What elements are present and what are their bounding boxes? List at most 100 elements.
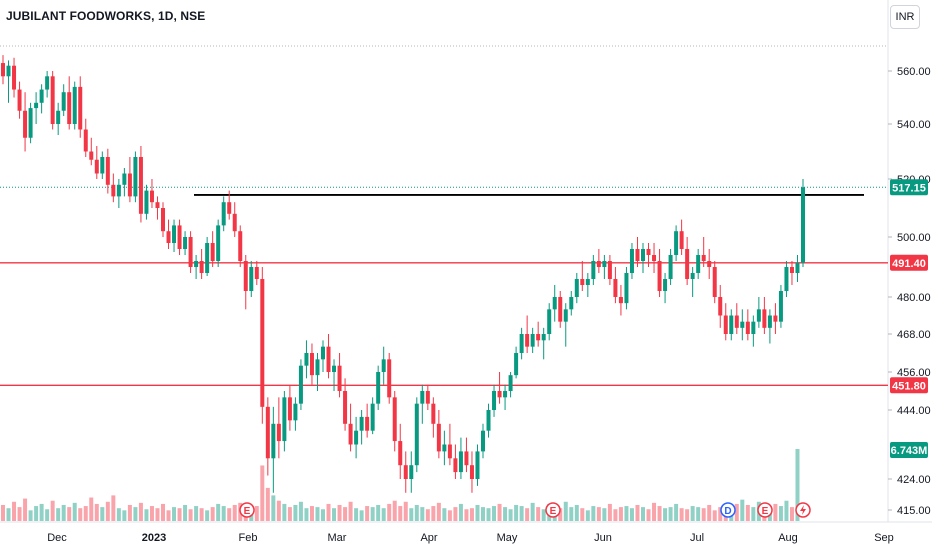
volume-bar bbox=[453, 507, 458, 521]
volume-bar bbox=[332, 508, 337, 521]
candle-body bbox=[409, 465, 414, 479]
volume-bar bbox=[293, 504, 298, 521]
candle-body bbox=[265, 406, 270, 459]
volume-bar bbox=[696, 507, 701, 521]
candle-body bbox=[238, 231, 243, 261]
candle-body bbox=[83, 129, 88, 152]
candle-body bbox=[298, 365, 303, 404]
volume-bar bbox=[205, 510, 210, 521]
volume-bar bbox=[254, 506, 259, 521]
volume-bar bbox=[144, 509, 149, 521]
volume-bar bbox=[105, 501, 110, 521]
volume-bar bbox=[569, 507, 574, 521]
volume-bar bbox=[497, 503, 502, 521]
candle-body bbox=[6, 65, 11, 77]
volume-bar bbox=[155, 508, 160, 521]
currency-button[interactable]: INR bbox=[890, 5, 920, 29]
candle-body bbox=[232, 213, 237, 232]
volume-bar bbox=[436, 502, 441, 521]
candle-body bbox=[778, 291, 783, 322]
volume-bar bbox=[194, 506, 199, 521]
volume-bar bbox=[492, 506, 497, 521]
volume-bar bbox=[392, 500, 397, 521]
candle-body bbox=[254, 267, 259, 279]
candle-body bbox=[729, 315, 734, 334]
candle-body bbox=[558, 297, 563, 322]
volume-bar bbox=[260, 465, 265, 521]
candle-body bbox=[161, 208, 165, 232]
x-tick-label: 2023 bbox=[142, 532, 166, 544]
candle-body bbox=[641, 249, 645, 261]
volume-bar bbox=[72, 502, 77, 521]
candle-body bbox=[767, 315, 772, 328]
volume-bar bbox=[221, 506, 226, 521]
candle-body bbox=[227, 202, 232, 214]
event-marker-d-icon bbox=[720, 502, 736, 518]
volume-bar bbox=[674, 503, 679, 521]
candle-body bbox=[492, 391, 497, 410]
candle-body bbox=[94, 159, 99, 174]
volume-bar bbox=[354, 508, 359, 521]
volume-bar bbox=[282, 503, 287, 521]
volume-bar bbox=[50, 500, 55, 521]
event-marker-e-icon bbox=[757, 502, 773, 518]
candle-body bbox=[707, 261, 712, 267]
candle-body bbox=[28, 108, 33, 138]
volume-bar bbox=[519, 506, 524, 521]
volume-bar bbox=[183, 504, 188, 521]
volume-bar bbox=[343, 507, 348, 521]
candle-body bbox=[293, 403, 298, 421]
volume-bar bbox=[712, 510, 717, 521]
volume-bar bbox=[34, 506, 39, 521]
volume-bar bbox=[398, 506, 403, 521]
candle-body bbox=[497, 391, 502, 398]
volume-bar bbox=[177, 508, 182, 521]
volume-bar bbox=[276, 500, 281, 521]
y-tick-label: 500.00 bbox=[897, 232, 931, 244]
volume-bar bbox=[78, 508, 83, 521]
candle-body bbox=[481, 430, 485, 452]
candle-body bbox=[607, 261, 612, 279]
volume-bar bbox=[409, 508, 414, 521]
candle-body bbox=[541, 334, 546, 341]
candle-body bbox=[304, 353, 309, 366]
volume-bar bbox=[309, 506, 314, 521]
candle-body bbox=[734, 315, 739, 328]
candle-body bbox=[773, 315, 778, 322]
volume-bar bbox=[138, 502, 143, 521]
candle-body bbox=[580, 279, 585, 285]
candle-body bbox=[525, 334, 530, 347]
candle-body bbox=[663, 279, 668, 291]
volume-bar bbox=[425, 509, 430, 521]
candle-body bbox=[519, 334, 524, 353]
volume-bar bbox=[657, 506, 662, 521]
price-label-bg bbox=[890, 377, 928, 394]
event-marker-label: E bbox=[550, 506, 557, 517]
volume-bar bbox=[61, 504, 66, 521]
candle-body bbox=[365, 416, 370, 431]
volume-bar bbox=[94, 503, 99, 521]
volume-bar bbox=[469, 508, 474, 521]
volume-bar bbox=[541, 509, 546, 521]
volume-bar bbox=[486, 508, 491, 521]
volume-bar bbox=[707, 504, 712, 521]
candle-body bbox=[801, 187, 805, 263]
candle-body bbox=[188, 237, 193, 267]
candle-body bbox=[50, 76, 55, 124]
bolt-icon bbox=[800, 505, 806, 515]
candle-body bbox=[425, 391, 430, 404]
volume-bar bbox=[6, 508, 11, 521]
event-marker-label: E bbox=[762, 506, 769, 517]
candle-body bbox=[712, 267, 717, 297]
volume-bar bbox=[370, 507, 375, 521]
candle-body bbox=[210, 243, 215, 261]
volume-bar bbox=[337, 504, 342, 521]
candle-body bbox=[685, 249, 690, 279]
candle-body bbox=[420, 391, 425, 404]
price-label: 6.743M bbox=[891, 445, 928, 457]
x-tick-label: Jul bbox=[690, 532, 704, 544]
candle-body bbox=[668, 255, 673, 279]
candle-body bbox=[370, 403, 375, 431]
volume-bar bbox=[525, 508, 530, 521]
